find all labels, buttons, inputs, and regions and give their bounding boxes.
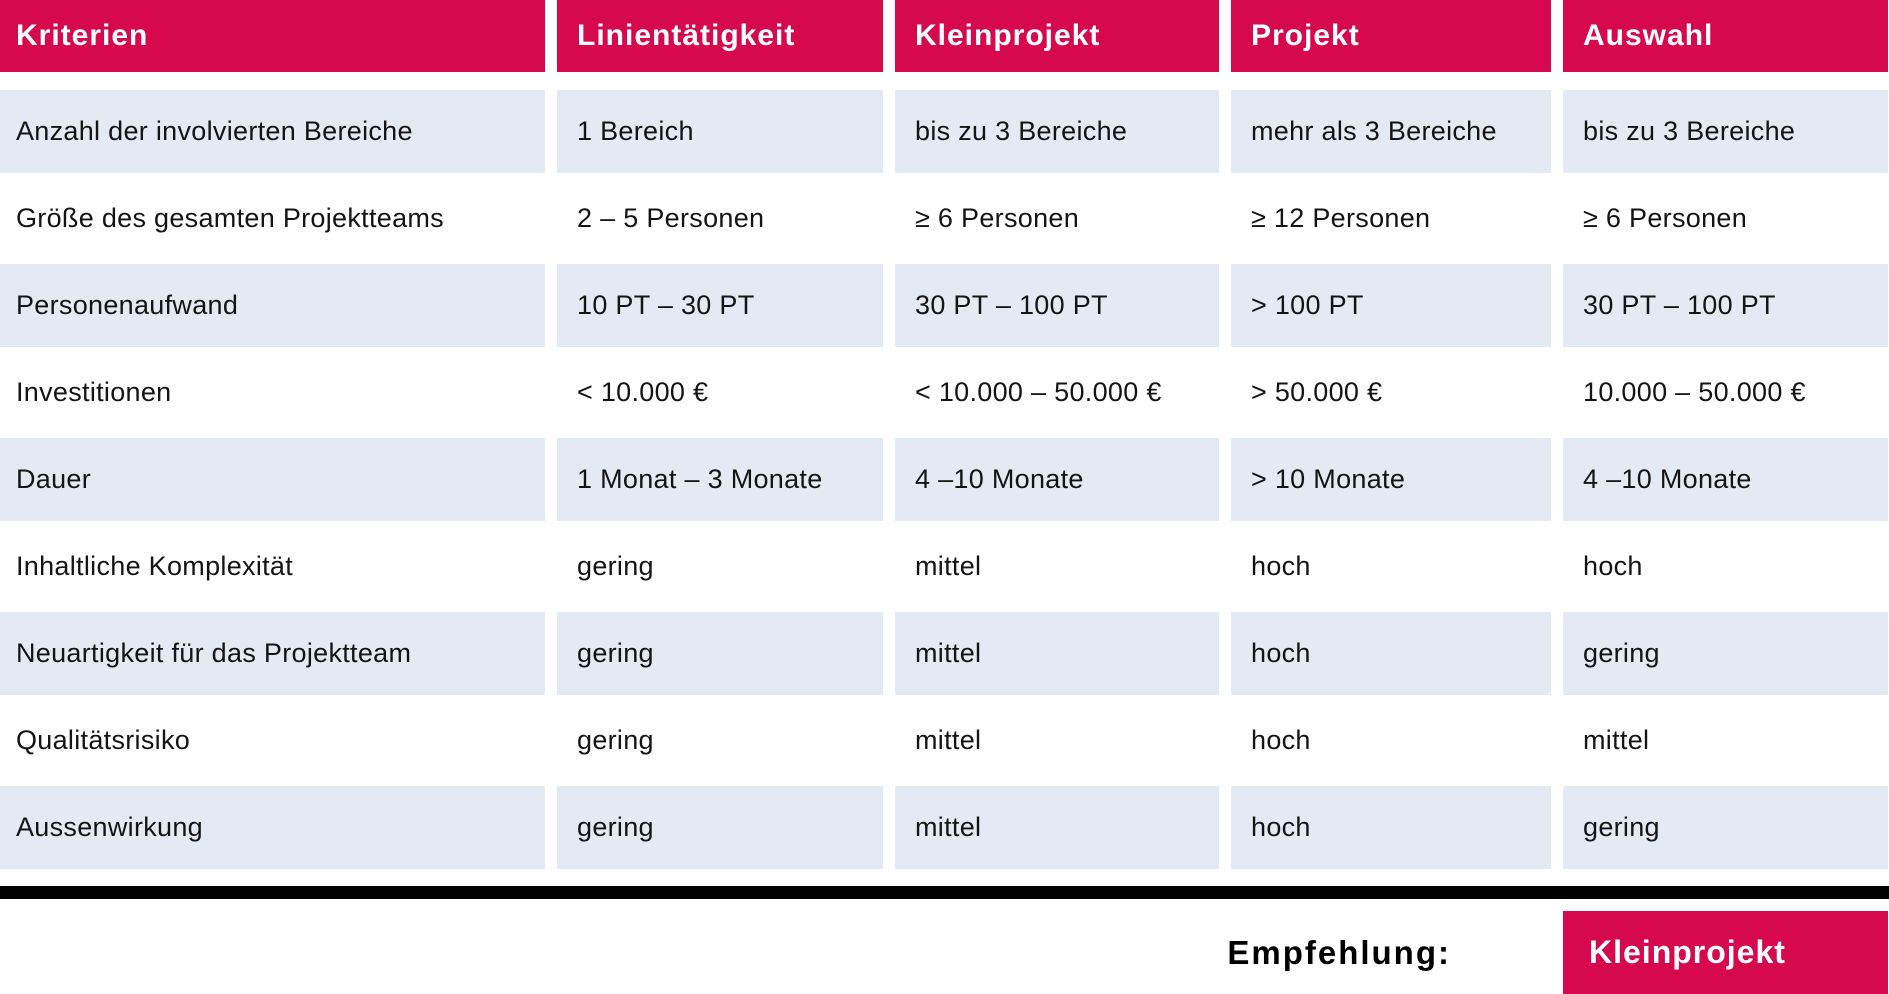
recommendation-label: Empfehlung: [1227, 933, 1451, 971]
cell-linientaetigkeit: 1 Monat – 3 Monate [557, 438, 883, 521]
cell-projekt: hoch [1251, 551, 1311, 581]
row-dauer: Dauer 1 Monat – 3 Monate 4 –10 Monate > … [0, 438, 1889, 521]
cell-auswahl: mittel [1583, 725, 1650, 755]
criterion-label: Aussenwirkung [0, 786, 545, 869]
cell-kleinprojekt: bis zu 3 Bereiche [895, 90, 1219, 173]
cell-projekt: hoch [1231, 612, 1551, 695]
cell-projekt: > 50.000 € [1251, 377, 1383, 407]
criterion-label: Anzahl der involvierten Bereiche [0, 90, 545, 173]
column-header-projekt: Projekt [1231, 0, 1551, 72]
row-anzahl-bereiche: Anzahl der involvierten Bereiche 1 Berei… [0, 90, 1889, 173]
cell-linientaetigkeit: gering [577, 551, 654, 581]
criterion-label: Personenaufwand [0, 264, 545, 347]
cell-auswahl: hoch [1583, 551, 1643, 581]
cell-auswahl: gering [1563, 612, 1888, 695]
row-komplexitaet: Inhaltliche Komplexität gering mittel ho… [0, 525, 1889, 608]
cell-projekt: hoch [1251, 725, 1311, 755]
row-investitionen: Investitionen < 10.000 € < 10.000 – 50.0… [0, 351, 1889, 434]
criterion-label: Qualitätsrisiko [16, 725, 191, 755]
column-header-auswahl: Auswahl [1563, 0, 1888, 72]
column-header-kleinprojekt: Kleinprojekt [895, 0, 1219, 72]
column-header-linientaetigkeit: Linientätigkeit [557, 0, 883, 72]
cell-linientaetigkeit: 2 – 5 Personen [577, 203, 765, 233]
cell-projekt: hoch [1231, 786, 1551, 869]
cell-linientaetigkeit: 1 Bereich [557, 90, 883, 173]
cell-projekt: ≥ 12 Personen [1251, 203, 1431, 233]
cell-linientaetigkeit: < 10.000 € [577, 377, 709, 407]
cell-linientaetigkeit: gering [557, 612, 883, 695]
row-neuartigkeit: Neuartigkeit für das Projektteam gering … [0, 612, 1889, 695]
column-header-kriterien: Kriterien [0, 0, 545, 72]
cell-auswahl: 30 PT – 100 PT [1563, 264, 1888, 347]
cell-kleinprojekt: < 10.000 – 50.000 € [915, 377, 1162, 407]
criterion-label: Größe des gesamten Projektteams [16, 203, 444, 233]
cell-projekt: mehr als 3 Bereiche [1231, 90, 1551, 173]
row-qualitaetsrisiko: Qualitätsrisiko gering mittel hoch mitte… [0, 699, 1889, 782]
cell-kleinprojekt: 4 –10 Monate [895, 438, 1219, 521]
criterion-label: Neuartigkeit für das Projektteam [0, 612, 545, 695]
cell-kleinprojekt: ≥ 6 Personen [915, 203, 1080, 233]
cell-auswahl: gering [1563, 786, 1888, 869]
cell-projekt: > 100 PT [1231, 264, 1551, 347]
cell-auswahl: ≥ 6 Personen [1583, 203, 1748, 233]
cell-kleinprojekt: mittel [895, 612, 1219, 695]
criterion-label: Inhaltliche Komplexität [16, 551, 294, 581]
row-teamgroesse: Größe des gesamten Projektteams 2 – 5 Pe… [0, 177, 1889, 260]
cell-kleinprojekt: mittel [915, 725, 982, 755]
cell-auswahl: 10.000 – 50.000 € [1583, 377, 1806, 407]
row-personenaufwand: Personenaufwand 10 PT – 30 PT 30 PT – 10… [0, 264, 1889, 347]
recommendation-badge: Kleinprojekt [1563, 911, 1888, 994]
cell-auswahl: bis zu 3 Bereiche [1563, 90, 1888, 173]
row-aussenwirkung: Aussenwirkung gering mittel hoch gering [0, 786, 1889, 869]
recommendation-row: Empfehlung: Kleinprojekt [0, 911, 1889, 994]
cell-kleinprojekt: mittel [895, 786, 1219, 869]
criterion-label: Dauer [0, 438, 545, 521]
divider-line [0, 886, 1889, 899]
cell-linientaetigkeit: gering [557, 786, 883, 869]
cell-kleinprojekt: 30 PT – 100 PT [895, 264, 1219, 347]
cell-linientaetigkeit: 10 PT – 30 PT [557, 264, 883, 347]
table-header-row: Kriterien Linientätigkeit Kleinprojekt P… [0, 0, 1889, 72]
cell-projekt: > 10 Monate [1231, 438, 1551, 521]
cell-linientaetigkeit: gering [577, 725, 654, 755]
criterion-label: Investitionen [16, 377, 172, 407]
cell-kleinprojekt: mittel [915, 551, 982, 581]
cell-auswahl: 4 –10 Monate [1563, 438, 1888, 521]
